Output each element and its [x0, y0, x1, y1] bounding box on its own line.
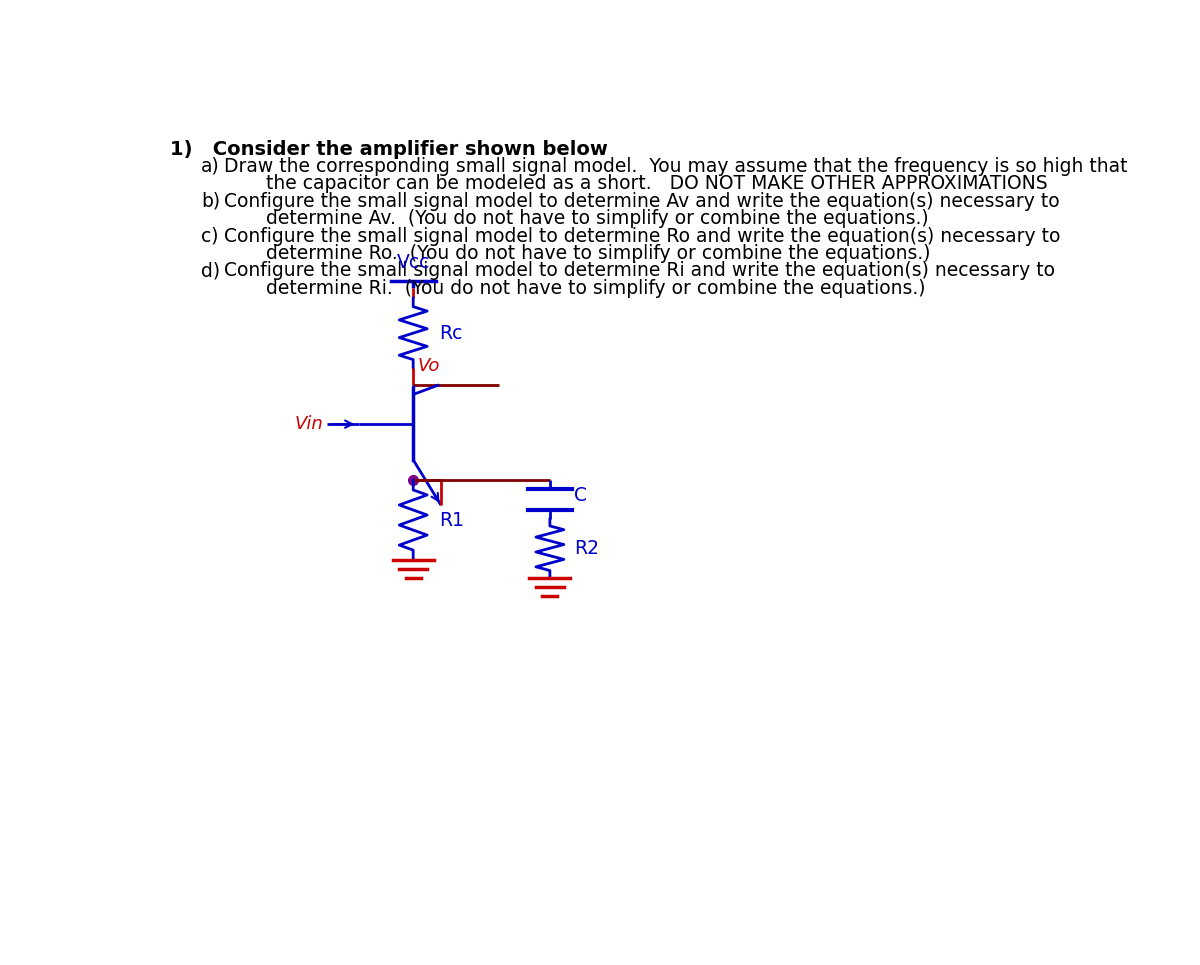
- Text: c): c): [202, 227, 218, 245]
- Text: R1: R1: [439, 510, 464, 530]
- Text: the capacitor can be modeled as a short.   DO NOT MAKE OTHER APPROXIMATIONS: the capacitor can be modeled as a short.…: [266, 174, 1048, 193]
- Text: determine Ri.  (You do not have to simplify or combine the equations.): determine Ri. (You do not have to simpli…: [266, 279, 925, 297]
- Text: determine Av.  (You do not have to simplify or combine the equations.): determine Av. (You do not have to simpli…: [266, 208, 929, 228]
- Text: b): b): [202, 192, 221, 210]
- Text: Vin: Vin: [294, 415, 323, 433]
- Text: Configure the small signal model to determine Av and write the equation(s) neces: Configure the small signal model to dete…: [224, 192, 1060, 210]
- Text: 1)   Consider the amplifier shown below: 1) Consider the amplifier shown below: [170, 140, 608, 158]
- Text: Rc: Rc: [439, 323, 463, 343]
- Text: determine Ro.  (You do not have to simplify or combine the equations.): determine Ro. (You do not have to simpli…: [266, 243, 931, 262]
- Text: d): d): [202, 262, 221, 281]
- Text: Draw the corresponding small signal model.  You may assume that the frequency is: Draw the corresponding small signal mode…: [224, 156, 1128, 176]
- Text: C: C: [574, 486, 587, 505]
- Text: a): a): [202, 156, 220, 176]
- Text: Vo: Vo: [418, 357, 440, 375]
- Text: Vcc: Vcc: [396, 253, 430, 272]
- Text: Configure the small signal model to determine Ri and write the equation(s) neces: Configure the small signal model to dete…: [224, 262, 1056, 281]
- Text: R2: R2: [574, 538, 599, 558]
- Text: Configure the small signal model to determine Ro and write the equation(s) neces: Configure the small signal model to dete…: [224, 227, 1061, 245]
